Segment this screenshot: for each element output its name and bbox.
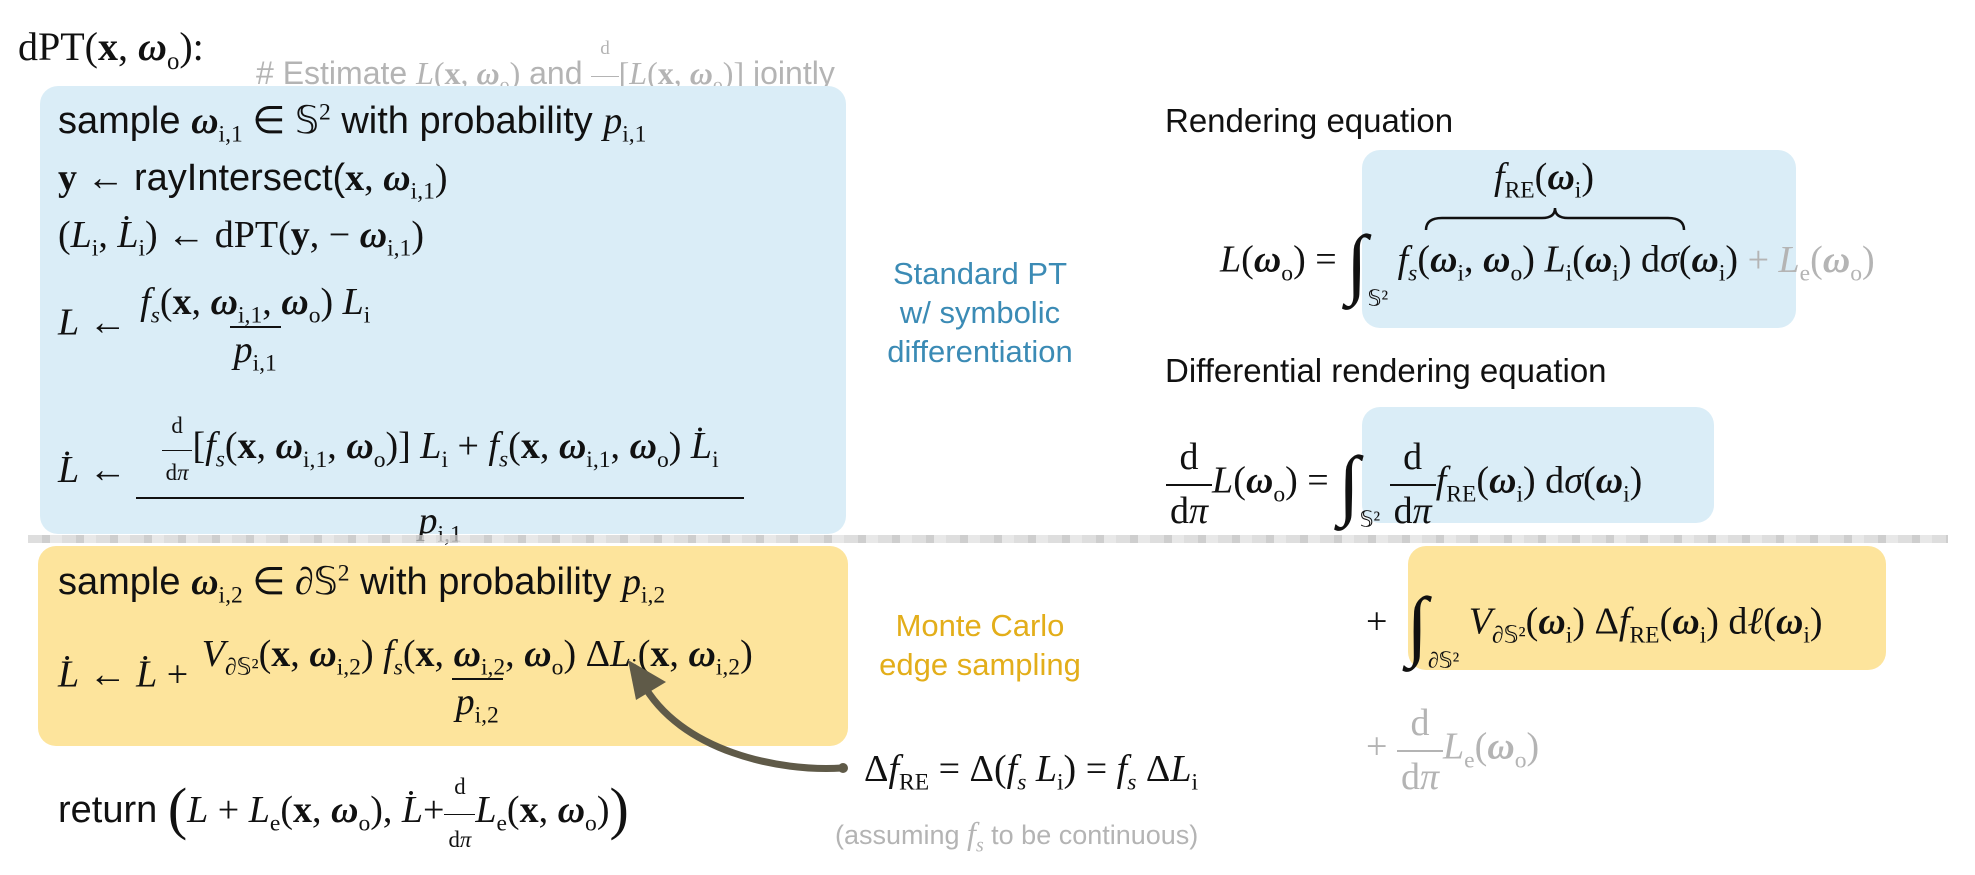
algo-line-sample1: sample ωi,1 ∈ 𝕊2 with probability pi,1 (58, 99, 647, 148)
boundary-integral-box (1408, 546, 1886, 670)
rendering-integral-box (1362, 150, 1796, 328)
func-name: dPT( (18, 24, 98, 69)
overbrace (1424, 207, 1686, 231)
standard-pt-line1: Standard PT (892, 256, 1068, 291)
algo-line-Ldot-edge: L̇ ← L̇ + V∂𝕊²(x, ωi,2) fs(x, ωi,2, ωo) … (58, 633, 753, 729)
standard-pt-box (40, 86, 846, 534)
f-re-overbrace-label: fRE(ωi) (1494, 156, 1594, 204)
algo-line-ray: y ← rayIntersect(x, ωi,1) (58, 157, 448, 205)
assumption-post: to be continuous) (983, 820, 1199, 850)
sample2-word: sample (58, 561, 192, 603)
sample2-post: with probability (349, 561, 622, 603)
comment-jointly: jointly (744, 54, 835, 91)
return-word: return (58, 789, 168, 832)
monte-carlo-line2: edge sampling (879, 647, 1081, 682)
differential-rendering-equation-heading: Differential rendering equation (1165, 352, 1607, 389)
rendering-equation-heading: Rendering equation (1165, 102, 1454, 139)
assumption-pre: (assuming (835, 820, 968, 850)
algo-line-return: return (L + Le(x, ωo), L̇+ d dπ Le(x, ωo)) (58, 764, 629, 863)
edge-sampling-box (38, 546, 848, 746)
rendering-equation: L(ωo) = ∫𝕊² fs(ωi, ωo) Li(ωi) dσ(ωi) + L… (1220, 219, 1875, 311)
differential-integral-box (1362, 407, 1714, 523)
standard-pt-line3: differentiation (887, 334, 1073, 369)
standard-pt-label: Standard PT w/ symbolic differentiation (858, 254, 1102, 371)
section-divider (28, 535, 1948, 543)
algo-line-Ldot: L̇ ← d dπ [fs(x, ωi,1, ωo)] Li + fs(x, ωi,… (58, 406, 745, 546)
assumption-note: (assuming fs to be continuous) (835, 815, 1199, 857)
sample1-word: sample (58, 100, 192, 142)
standard-pt-line2: w/ symbolic (899, 295, 1061, 330)
monte-carlo-line1: Monte Carlo (895, 608, 1065, 643)
algo-line-dpt: (Li, L̇i) ← dPT(y, − ωi,1) (58, 214, 424, 262)
differential-rendering-equation: d dπ L(ωo) = ∫𝕊² d dπ fRE(ωi) dσ(ωi) (1166, 434, 1642, 534)
monte-carlo-label: Monte Carlo edge sampling (858, 606, 1102, 684)
algo-line-sample2: sample ωi,2 ∈ ∂𝕊2 with probability pi,2 (58, 560, 666, 609)
sample1-post: with probability (330, 100, 604, 142)
dpt-recursive-call: dPT( (214, 214, 291, 256)
ray-intersect-call: rayIntersect( (134, 157, 346, 199)
comment-prefix: # Estimate (256, 54, 417, 91)
comment-and: and (520, 54, 592, 91)
boundary-term: + ∫∂𝕊² V∂𝕊²(ωi) ΔfRE(ωi) dℓ(ωi) (1366, 581, 1823, 673)
delta-f-re-equation: ΔfRE = Δ(fs Li) = fs ΔLi (864, 748, 1198, 796)
function-signature: dPT(x, ωo): (18, 24, 204, 75)
emission-derivative-term: + d dπ Le(ωo) (1366, 702, 1540, 798)
curved-arrow (628, 660, 848, 773)
algo-line-L: L ← fs(x, ωi,1, ωo) Li pi,1 (58, 281, 371, 377)
